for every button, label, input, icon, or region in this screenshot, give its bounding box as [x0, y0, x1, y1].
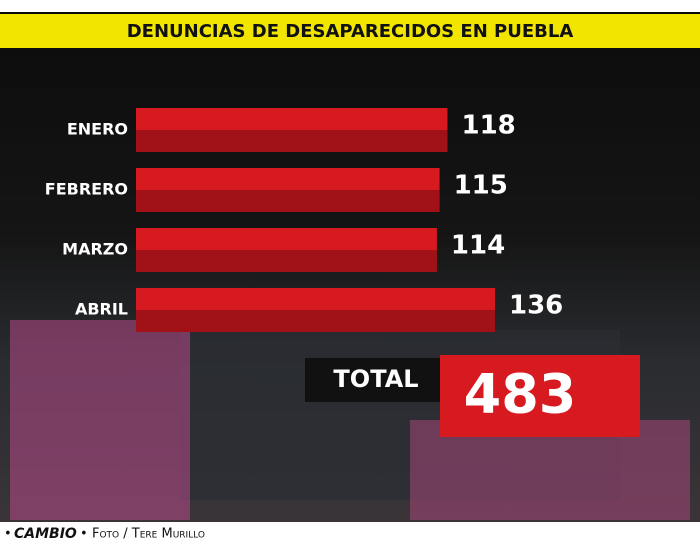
- footer-credit: Foto / Tere Murillo: [92, 527, 205, 542]
- top-strip: [0, 0, 700, 12]
- category-label: ENERO: [67, 120, 128, 139]
- footer-brand: CAMBIO: [14, 526, 77, 542]
- value-label: 115: [454, 171, 508, 201]
- banner-photo: [10, 320, 190, 520]
- bullet: •: [80, 527, 88, 542]
- bullet: •: [4, 527, 12, 542]
- title-banner: [0, 14, 700, 48]
- bar-shade: [136, 250, 437, 272]
- bar-shape: [136, 108, 448, 152]
- value-label: 136: [509, 291, 563, 321]
- bar-shade: [136, 130, 448, 152]
- bar-shape: [136, 168, 440, 212]
- category-label: ABRIL: [75, 300, 128, 319]
- bar-shape: [136, 288, 495, 332]
- category-label: FEBRERO: [45, 180, 128, 199]
- footer-strip: [0, 522, 700, 546]
- total-label-box: [305, 358, 440, 402]
- bar: [136, 108, 448, 152]
- chart-title: DENUNCIAS DE DESAPARECIDOS EN PUEBLA: [127, 21, 574, 42]
- bar-shade: [136, 310, 495, 332]
- category-label: MARZO: [62, 240, 128, 259]
- value-label: 118: [461, 111, 515, 141]
- total-value: 483: [464, 363, 577, 426]
- total-label: TOTAL: [333, 365, 418, 393]
- bar: [136, 168, 440, 212]
- value-label: 114: [451, 231, 505, 261]
- total-box: [440, 355, 640, 437]
- bar-shape: [136, 228, 437, 272]
- bar: [136, 228, 437, 272]
- bar: [136, 288, 495, 332]
- bar-shade: [136, 190, 440, 212]
